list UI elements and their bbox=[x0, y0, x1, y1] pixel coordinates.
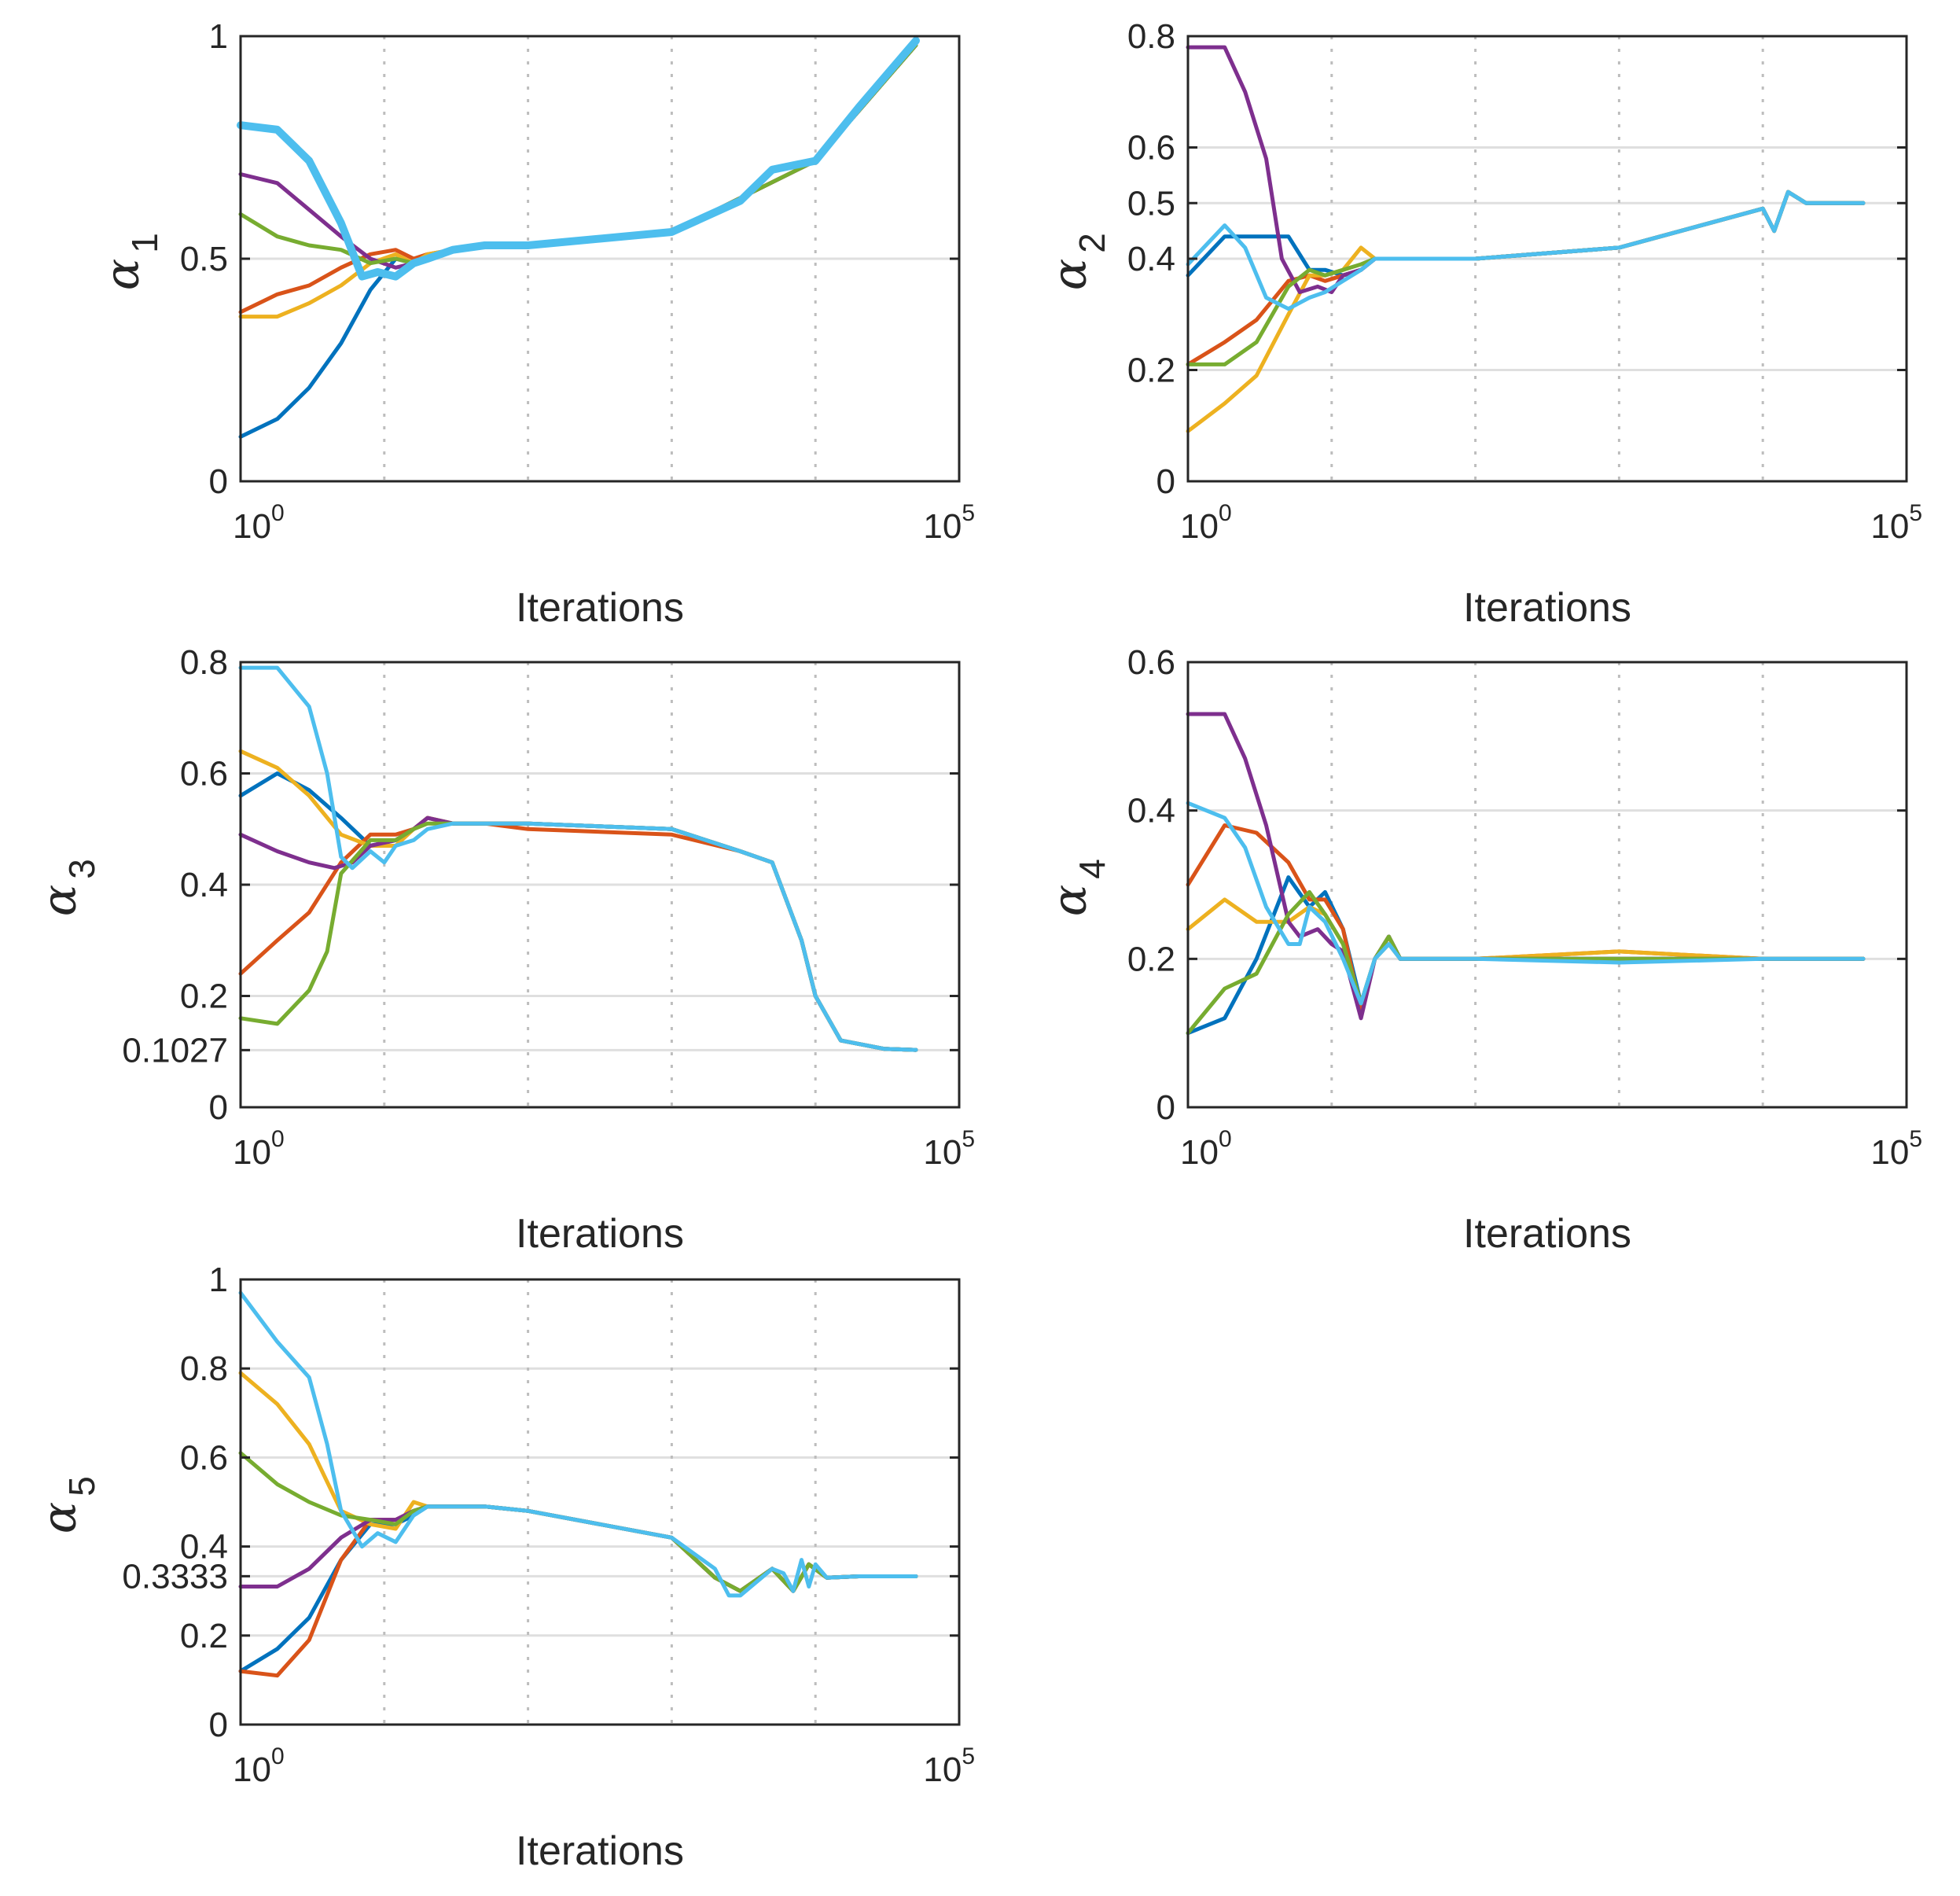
series-line-s6 bbox=[1186, 190, 1866, 311]
x-axis-title: Iterations bbox=[516, 585, 684, 631]
series-line-s6 bbox=[238, 1290, 918, 1598]
y-tick-label: 0.2 bbox=[180, 1617, 228, 1655]
y-tick-label: 0.3333 bbox=[122, 1557, 228, 1596]
y-tick-label: 0.1027 bbox=[122, 1031, 228, 1069]
y-axis-subscript: 4 bbox=[1072, 859, 1112, 879]
x-tick-label: 100 bbox=[1180, 500, 1232, 546]
x-tick-label: 105 bbox=[1870, 1126, 1922, 1172]
axes-box bbox=[239, 1278, 961, 1726]
axes-box bbox=[1186, 661, 1908, 1109]
y-tick-label: 0.8 bbox=[180, 643, 228, 682]
plot-area bbox=[1188, 662, 1907, 1107]
y-tick-label: 0 bbox=[209, 1706, 228, 1744]
y-axis-title: α2 bbox=[1043, 233, 1112, 290]
y-axis-subscript: 1 bbox=[124, 233, 165, 253]
x-axis-title: Iterations bbox=[516, 1828, 684, 1874]
y-tick-label: 0.2 bbox=[1127, 352, 1175, 390]
x-tick-label: 100 bbox=[233, 500, 285, 546]
x-tick-label: 100 bbox=[1180, 1126, 1232, 1172]
x-tick-label: 100 bbox=[233, 1743, 285, 1789]
y-axis-symbol: α bbox=[1043, 885, 1098, 917]
x-tick-label: 105 bbox=[923, 500, 975, 546]
y-tick-label: 0.2 bbox=[1127, 940, 1175, 978]
y-tick-label: 0.6 bbox=[1127, 643, 1175, 682]
y-axis-subscript: 5 bbox=[61, 1476, 102, 1497]
y-axis-title: α5 bbox=[32, 1476, 102, 1533]
y-tick-label: 1 bbox=[209, 17, 228, 56]
y-tick-label: 0.4 bbox=[180, 866, 228, 904]
y-axis-subscript: 3 bbox=[61, 859, 102, 879]
x-tick-label: 105 bbox=[923, 1126, 975, 1172]
y-tick-label: 0.2 bbox=[180, 977, 228, 1016]
y-tick-label: 0 bbox=[209, 462, 228, 501]
x-tick-label: 105 bbox=[923, 1743, 975, 1789]
y-axis-symbol: α bbox=[32, 885, 87, 917]
series-line-s6 bbox=[238, 665, 918, 1052]
plot-area bbox=[241, 1279, 959, 1725]
y-tick-label: 0.4 bbox=[1127, 792, 1175, 830]
y-tick-label: 0.8 bbox=[1127, 17, 1175, 56]
y-tick-label: 0.4 bbox=[180, 1528, 228, 1567]
y-tick-label: 0.6 bbox=[180, 1438, 228, 1477]
y-axis-subscript: 2 bbox=[1072, 233, 1112, 253]
y-tick-label: 0 bbox=[1157, 1088, 1175, 1127]
y-axis-title: α1 bbox=[95, 233, 165, 290]
series-line-s6 bbox=[237, 36, 920, 281]
x-tick-label: 105 bbox=[1870, 500, 1922, 546]
y-tick-label: 0.6 bbox=[1127, 129, 1175, 168]
series-line-s6 bbox=[1186, 801, 1866, 1006]
y-tick-label: 0.6 bbox=[180, 755, 228, 793]
x-axis-title: Iterations bbox=[516, 1211, 684, 1257]
y-axis-symbol: α bbox=[1043, 259, 1098, 291]
y-axis-title: α4 bbox=[1043, 859, 1112, 916]
y-tick-label: 1 bbox=[209, 1261, 228, 1299]
y-tick-label: 0.8 bbox=[180, 1349, 228, 1388]
y-axis-symbol: α bbox=[95, 259, 150, 291]
y-axis-title: α3 bbox=[32, 859, 102, 916]
y-axis-symbol: α bbox=[32, 1502, 87, 1534]
y-tick-label: 0.4 bbox=[1127, 240, 1175, 278]
x-axis-title: Iterations bbox=[1463, 585, 1631, 631]
y-tick-label: 0 bbox=[1157, 462, 1175, 501]
x-tick-label: 100 bbox=[233, 1126, 285, 1172]
y-tick-label: 0 bbox=[209, 1088, 228, 1127]
x-axis-title: Iterations bbox=[1463, 1211, 1631, 1257]
y-tick-label: 0.5 bbox=[1127, 184, 1175, 223]
y-tick-label: 0.5 bbox=[180, 240, 228, 278]
